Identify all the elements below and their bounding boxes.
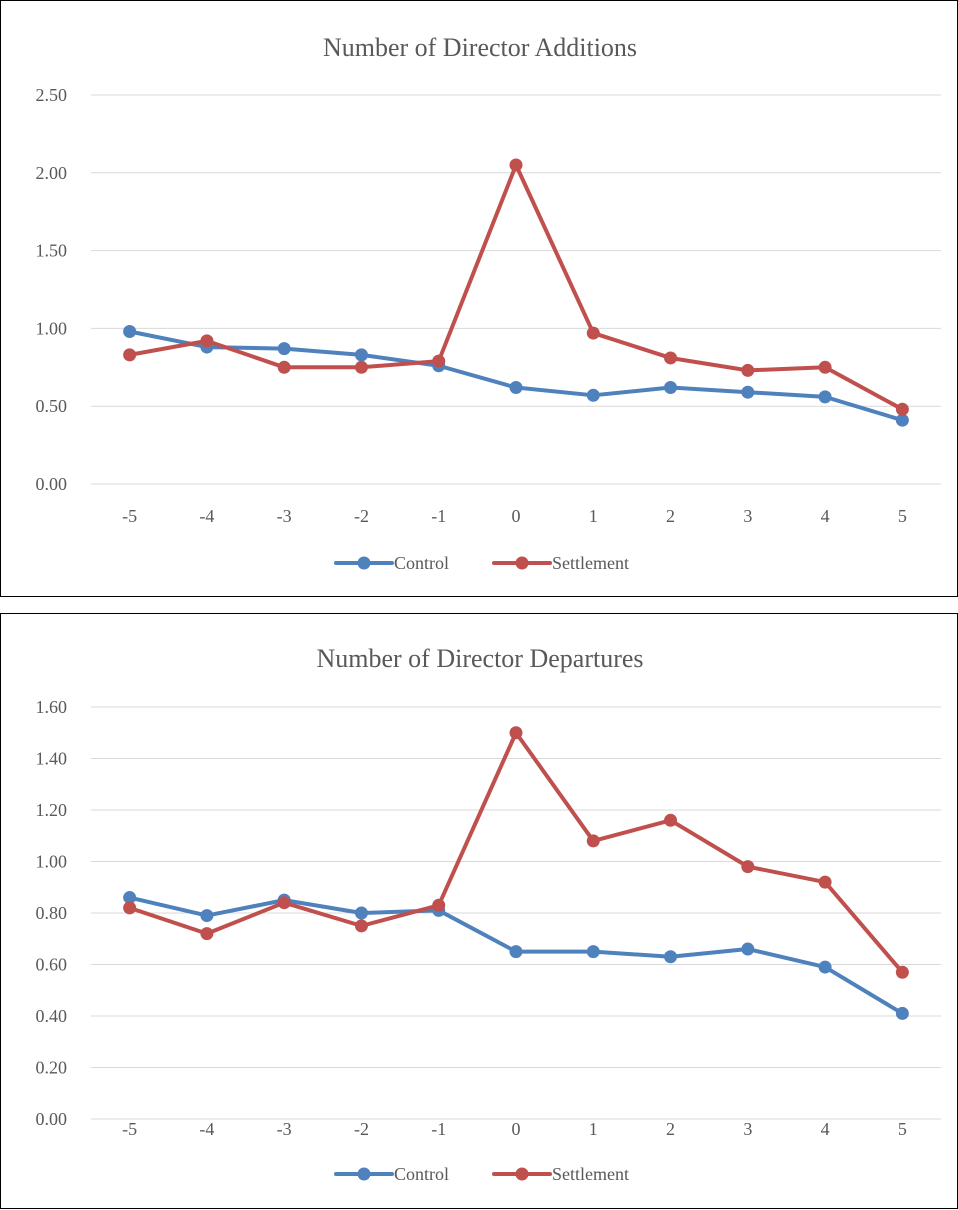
x-tick-label: 2 <box>666 1119 675 1139</box>
additions-chart: Number of Director Additions 0.00 0.50 1.00… <box>36 33 941 573</box>
x-tick-label: -1 <box>431 1119 446 1139</box>
x-tick-label: -1 <box>431 506 446 526</box>
x-tick-label: -3 <box>277 506 292 526</box>
x-tick-label: 4 <box>821 506 830 526</box>
x-tick-label: 4 <box>821 1119 830 1139</box>
legend-label-settlement: Settlement <box>552 553 629 573</box>
data-point-settlement <box>586 834 600 848</box>
data-point-control <box>664 381 678 395</box>
data-point-control <box>741 385 755 399</box>
data-point-settlement <box>818 875 832 889</box>
data-point-settlement <box>741 363 755 377</box>
legend-swatch-marker <box>515 1167 529 1181</box>
data-point-settlement <box>664 813 678 827</box>
data-point-control <box>818 960 832 974</box>
x-tick-label: 3 <box>743 506 752 526</box>
data-point-control <box>354 348 368 362</box>
y-tick-label: 0.00 <box>36 474 68 494</box>
x-tick-label: 2 <box>666 506 675 526</box>
series-line-settlement <box>127 730 905 975</box>
data-point-settlement <box>200 927 214 941</box>
data-point-control <box>586 945 600 959</box>
y-tick-label: 0.20 <box>36 1058 68 1078</box>
data-point-settlement <box>277 360 291 374</box>
departures-chart-panel: Number of Director Departures 0.00 0.20 0.4… <box>0 613 958 1209</box>
x-tick-label: -5 <box>122 1119 137 1139</box>
series-line-settlement <box>127 163 905 412</box>
data-point-settlement <box>664 351 678 365</box>
legend-label-control: Control <box>394 553 449 573</box>
chart-title: Number of Director Additions <box>323 33 637 62</box>
data-point-settlement <box>123 348 137 362</box>
x-tick-label: -5 <box>122 506 137 526</box>
y-tick-label: 0.00 <box>36 1109 68 1129</box>
additions-chart-panel: Number of Director Additions 0.00 0.50 1.00… <box>0 0 958 597</box>
data-point-settlement <box>123 901 137 915</box>
y-tick-label: 1.00 <box>36 318 68 338</box>
data-point-control <box>818 390 832 404</box>
x-tick-label: -3 <box>277 1119 292 1139</box>
y-tick-label: 0.60 <box>36 955 68 975</box>
legend-swatch-marker <box>357 556 371 570</box>
legend-label-control: Control <box>394 1164 449 1184</box>
data-point-control <box>277 342 291 356</box>
data-point-control <box>741 942 755 956</box>
x-tick-label: -2 <box>354 506 369 526</box>
data-point-settlement <box>818 360 832 374</box>
x-tick-label: 5 <box>898 1119 907 1139</box>
y-tick-label: 2.00 <box>36 163 68 183</box>
data-point-settlement <box>277 896 291 910</box>
y-tick-label: 1.40 <box>36 749 68 769</box>
data-point-settlement <box>895 965 909 979</box>
y-tick-label: 0.40 <box>36 1006 68 1026</box>
y-tick-label: 1.20 <box>36 800 68 820</box>
legend-swatch-marker <box>515 556 529 570</box>
data-point-settlement <box>432 354 446 368</box>
x-tick-label: -2 <box>354 1119 369 1139</box>
y-tick-label: 1.00 <box>36 852 68 872</box>
data-point-control <box>664 950 678 964</box>
data-point-settlement <box>354 360 368 374</box>
x-tick-label: 0 <box>512 1119 521 1139</box>
data-point-control <box>586 388 600 402</box>
y-tick-label: 0.50 <box>36 396 68 416</box>
x-tick-label: 1 <box>589 506 598 526</box>
data-point-settlement <box>509 158 523 172</box>
data-point-settlement <box>509 726 523 740</box>
y-tick-label: 0.80 <box>36 903 68 923</box>
legend-label-settlement: Settlement <box>552 1164 629 1184</box>
data-point-control <box>123 891 137 905</box>
chart-title: Number of Director Departures <box>316 644 643 673</box>
data-point-control <box>509 945 523 959</box>
series-line-control <box>127 329 905 423</box>
legend-swatch-marker <box>357 1167 371 1181</box>
y-tick-label: 1.60 <box>36 697 68 717</box>
data-point-control <box>354 906 368 920</box>
data-point-settlement <box>432 898 446 912</box>
data-point-settlement <box>895 402 909 416</box>
x-tick-label: 0 <box>512 506 521 526</box>
y-tick-label: 2.50 <box>36 85 68 105</box>
x-tick-label: -4 <box>199 1119 214 1139</box>
data-point-control <box>123 325 137 339</box>
y-tick-label: 1.50 <box>36 241 68 261</box>
data-point-control <box>509 381 523 395</box>
x-tick-label: 5 <box>898 506 907 526</box>
data-point-settlement <box>586 326 600 340</box>
x-tick-label: -4 <box>199 506 214 526</box>
x-tick-label: 1 <box>589 1119 598 1139</box>
data-point-control <box>200 909 214 923</box>
data-point-control <box>895 1006 909 1020</box>
data-point-settlement <box>741 860 755 874</box>
departures-chart: Number of Director Departures 0.00 0.20 0.4… <box>36 644 941 1184</box>
data-point-settlement <box>200 334 214 348</box>
data-point-control <box>895 413 909 427</box>
data-point-settlement <box>354 919 368 933</box>
x-tick-label: 3 <box>743 1119 752 1139</box>
